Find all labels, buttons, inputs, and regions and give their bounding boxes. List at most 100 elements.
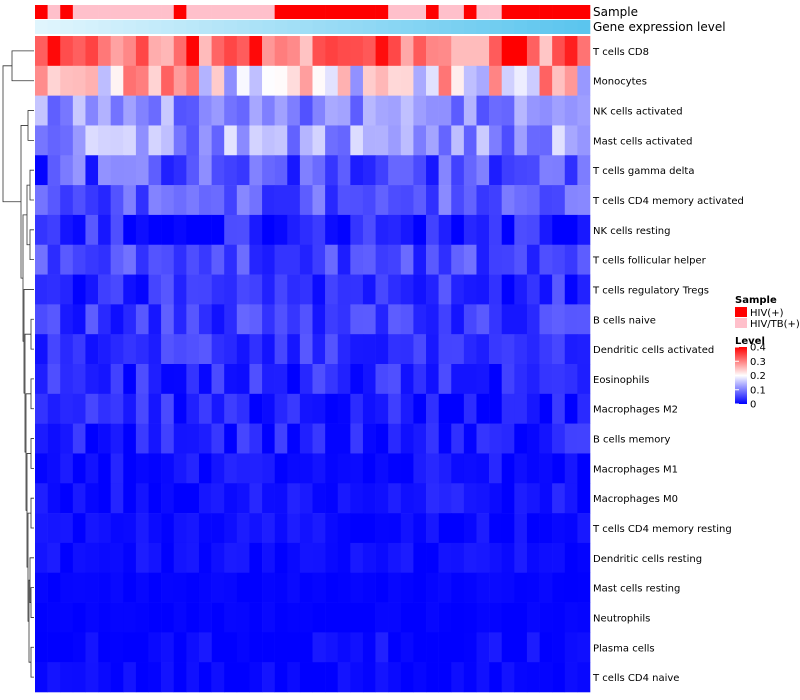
heatmap-cell (552, 513, 566, 544)
heatmap-cell (287, 662, 301, 693)
heatmap-cell (249, 36, 263, 67)
heatmap-cell (577, 274, 591, 305)
heatmap-cell (375, 36, 389, 67)
sample-annotation-cell (186, 5, 200, 19)
heatmap-cell (552, 244, 566, 275)
heatmap-cell (564, 334, 578, 365)
heatmap-cell (72, 423, 86, 454)
heatmap-cell (274, 483, 288, 514)
heatmap-cell (476, 334, 490, 365)
row-label: B cells naive (593, 315, 656, 326)
heatmap-cell (123, 364, 137, 395)
heatmap-cell (161, 155, 175, 186)
heatmap-cell (262, 513, 275, 544)
sample-annotation-cell (72, 5, 86, 19)
heatmap-cell (564, 364, 578, 395)
heatmap-cell (299, 125, 313, 156)
heatmap-cell (463, 662, 477, 693)
heatmap-cell (489, 185, 503, 216)
heatmap-cell (249, 65, 263, 96)
heatmap-cell (135, 334, 149, 365)
heatmap-cell (60, 244, 74, 275)
heatmap-cell (98, 393, 111, 424)
gene-expression-cell (375, 20, 389, 34)
sample-annotation-cell (426, 5, 439, 19)
heatmap-cell (350, 334, 364, 365)
heatmap-cell (413, 513, 427, 544)
heatmap-cell (249, 125, 263, 156)
heatmap-cell (35, 572, 48, 603)
heatmap-cell (173, 125, 187, 156)
heatmap-cell (413, 542, 427, 574)
heatmap-cell (148, 423, 162, 454)
heatmap-cell (337, 483, 351, 514)
heatmap-cell (552, 602, 566, 633)
heatmap-cell (501, 95, 515, 126)
heatmap-cell (350, 95, 364, 126)
heatmap-cell (236, 453, 250, 484)
heatmap-cell (274, 602, 288, 633)
legend-title-level: Level (735, 336, 765, 347)
heatmap-cell (135, 95, 149, 126)
heatmap-cell (198, 572, 212, 603)
heatmap-cell (262, 542, 275, 574)
heatmap-cell (274, 662, 288, 693)
heatmap-cell (287, 572, 301, 603)
heatmap-cell (476, 214, 490, 246)
heatmap-cell (463, 214, 477, 246)
heatmap-cell (161, 334, 175, 365)
heatmap-cell (85, 36, 99, 67)
heatmap-cell (224, 334, 238, 365)
legend-title-sample: Sample (735, 295, 777, 306)
heatmap-cell (85, 572, 99, 603)
heatmap-cell (312, 185, 326, 216)
heatmap-cell (337, 214, 351, 246)
heatmap-cell (236, 65, 250, 96)
heatmap-cell (186, 274, 200, 305)
heatmap-cell (161, 304, 175, 335)
heatmap-cell (426, 155, 439, 186)
heatmap-cell (375, 244, 389, 275)
heatmap-cell (274, 453, 288, 484)
heatmap-cell (236, 662, 250, 693)
heatmap-cell (350, 513, 364, 544)
heatmap-cell (161, 542, 175, 574)
heatmap-cell (400, 632, 414, 663)
heatmap-cell (47, 423, 61, 454)
heatmap-cell (388, 632, 402, 663)
heatmap-cell (388, 572, 402, 603)
heatmap-cell (564, 304, 578, 335)
heatmap-cell (526, 632, 540, 663)
heatmap-cell (426, 334, 439, 365)
heatmap-cell (98, 274, 111, 305)
heatmap-cell (325, 632, 339, 663)
heatmap-cell (350, 483, 364, 514)
heatmap-cell (287, 602, 301, 633)
heatmap-cell (564, 483, 578, 514)
heatmap-cell (110, 453, 124, 484)
heatmap-cell (47, 244, 61, 275)
legend-swatch-hiv (735, 307, 747, 317)
heatmap-cell (198, 483, 212, 514)
heatmap-cell (388, 393, 402, 424)
heatmap-cell (388, 453, 402, 484)
heatmap-cell (173, 483, 187, 514)
heatmap-cell (35, 274, 48, 305)
heatmap-cell (186, 244, 200, 275)
heatmap-cell (211, 334, 225, 365)
heatmap-cell (148, 95, 162, 126)
heatmap-cell (463, 453, 477, 484)
heatmap-cell (236, 393, 250, 424)
heatmap-cell (35, 36, 48, 67)
heatmap-cell (47, 125, 61, 156)
heatmap-cell (438, 334, 452, 365)
heatmap-cell (337, 572, 351, 603)
heatmap-cell (287, 155, 301, 186)
heatmap-cell (299, 393, 313, 424)
heatmap-cell (501, 662, 515, 693)
heatmap-cell (236, 334, 250, 365)
heatmap-cell (463, 542, 477, 574)
heatmap-cell (262, 185, 275, 216)
row-label: Dendritic cells resting (593, 554, 702, 565)
heatmap-cell (501, 572, 515, 603)
